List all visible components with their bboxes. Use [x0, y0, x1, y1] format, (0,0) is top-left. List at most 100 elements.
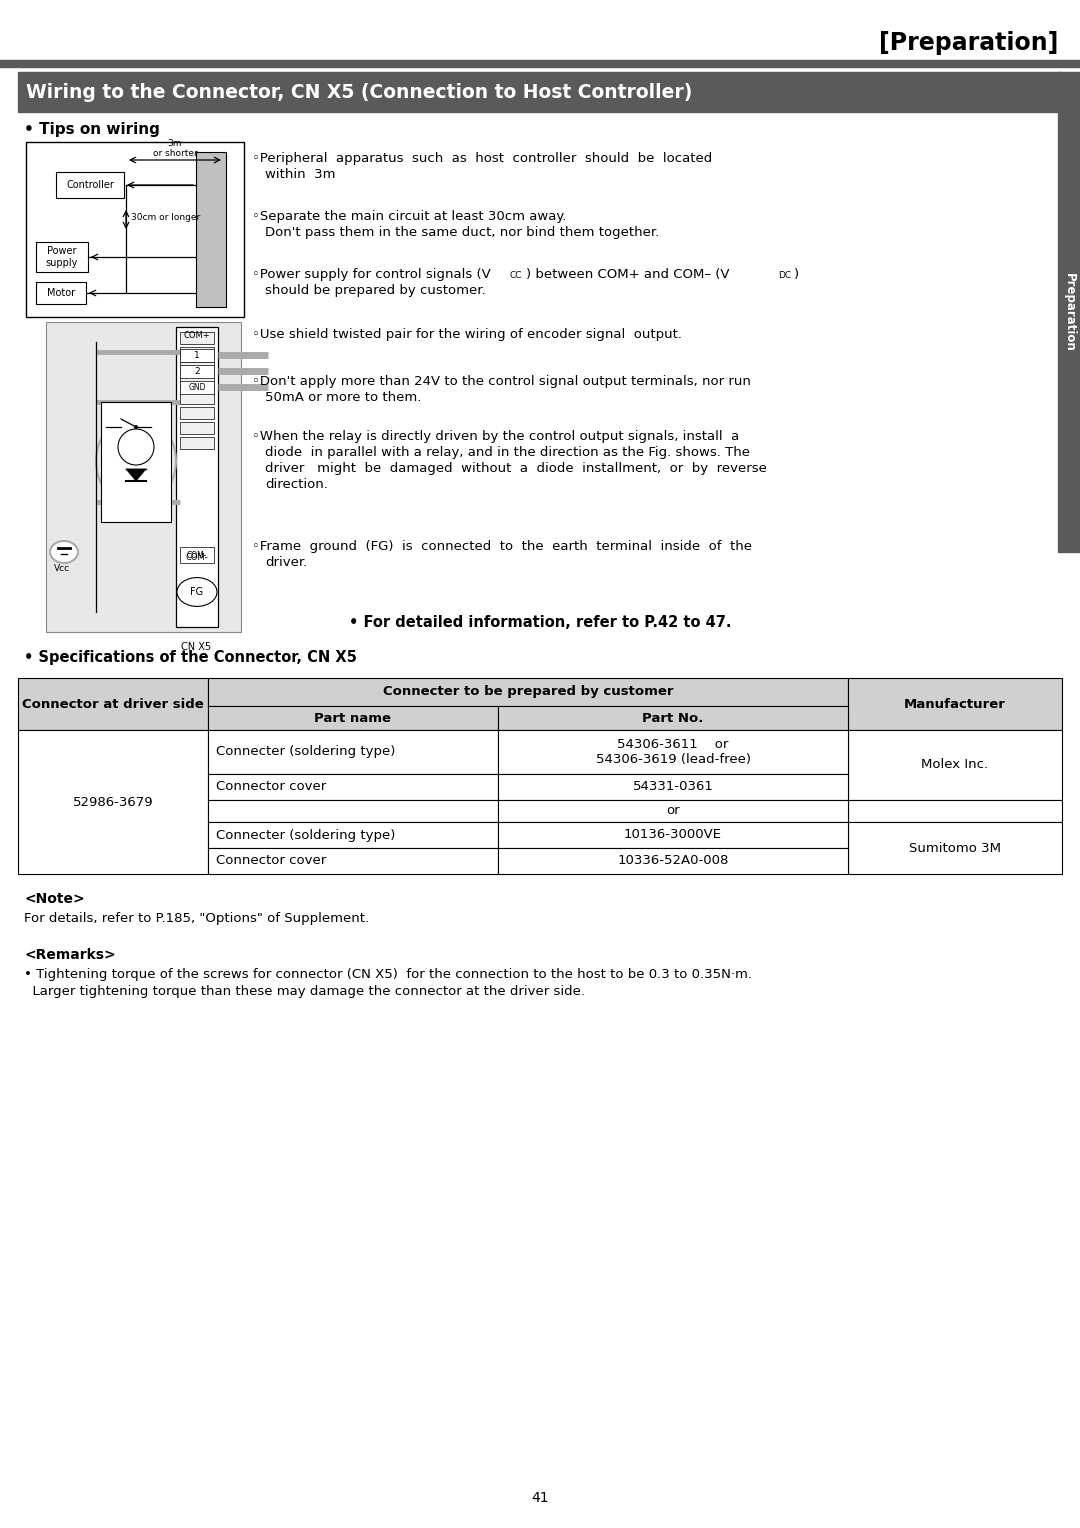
- Bar: [498, 848, 848, 874]
- Text: Motor: Motor: [46, 287, 76, 298]
- Bar: [498, 822, 848, 848]
- Text: driver   might  be  damaged  without  a  diode  installment,  or  by  reverse: driver might be damaged without a diode …: [265, 461, 767, 475]
- Text: • Tightening torque of the screws for connector (CN X5)  for the connection to t: • Tightening torque of the screws for co…: [24, 969, 752, 981]
- Text: CC: CC: [509, 270, 522, 280]
- Text: Connecter (soldering type): Connecter (soldering type): [216, 746, 395, 758]
- Bar: [180, 393, 214, 403]
- Text: 54331-0361: 54331-0361: [633, 781, 714, 793]
- Bar: [195, 151, 226, 307]
- Text: Don't pass them in the same duct, nor bind them together.: Don't pass them in the same duct, nor bi…: [265, 226, 659, 238]
- Bar: [848, 801, 1062, 822]
- Bar: [180, 362, 214, 374]
- Bar: [208, 775, 498, 801]
- Circle shape: [118, 429, 154, 465]
- Text: Larger tightening torque than these may damage the connector at the driver side.: Larger tightening torque than these may …: [24, 986, 585, 998]
- Text: • Tips on wiring: • Tips on wiring: [24, 122, 160, 138]
- Text: diode  in parallel with a relay, and in the direction as the Fig. shows. The: diode in parallel with a relay, and in t…: [265, 446, 750, 458]
- Bar: [36, 241, 87, 272]
- Bar: [848, 822, 1062, 874]
- Bar: [18, 730, 208, 874]
- Text: DC: DC: [778, 270, 792, 280]
- Text: Preparation: Preparation: [1063, 272, 1076, 351]
- Bar: [208, 801, 498, 822]
- Ellipse shape: [50, 541, 78, 562]
- Text: COM-: COM-: [187, 550, 207, 559]
- Text: ◦Separate the main circuit at least 30cm away.: ◦Separate the main circuit at least 30cm…: [252, 209, 567, 223]
- Text: Manufacturer: Manufacturer: [904, 697, 1005, 711]
- Bar: [848, 730, 1062, 801]
- Text: <Remarks>: <Remarks>: [24, 947, 116, 963]
- Bar: [498, 706, 848, 730]
- Bar: [180, 406, 214, 419]
- Text: • For detailed information, refer to P.42 to 47.: • For detailed information, refer to P.4…: [349, 614, 731, 630]
- Bar: [180, 380, 214, 394]
- Bar: [180, 437, 214, 449]
- Bar: [208, 730, 498, 775]
- Text: direction.: direction.: [265, 478, 328, 490]
- Polygon shape: [126, 469, 146, 481]
- Text: ◦Don't apply more than 24V to the control signal output terminals, nor run: ◦Don't apply more than 24V to the contro…: [252, 374, 751, 388]
- Text: <Note>: <Note>: [24, 892, 84, 906]
- Text: ◦Use shield twisted pair for the wiring of encoder signal  output.: ◦Use shield twisted pair for the wiring …: [252, 329, 681, 341]
- Text: should be prepared by customer.: should be prepared by customer.: [265, 284, 486, 296]
- Text: Sumitomo 3M: Sumitomo 3M: [909, 842, 1001, 854]
- Text: 41: 41: [531, 1491, 549, 1505]
- Bar: [498, 730, 848, 775]
- Text: Connector at driver side: Connector at driver side: [22, 697, 204, 711]
- Bar: [36, 283, 86, 304]
- Text: 3m
or shorter: 3m or shorter: [152, 139, 198, 157]
- Text: Controller: Controller: [66, 180, 113, 189]
- Text: ◦Power supply for control signals (V: ◦Power supply for control signals (V: [252, 267, 490, 281]
- Text: 54306-3611    or
54306-3619 (lead-free): 54306-3611 or 54306-3619 (lead-free): [595, 738, 751, 766]
- Circle shape: [134, 425, 138, 429]
- Text: Connector cover: Connector cover: [216, 781, 326, 793]
- Bar: [180, 332, 214, 344]
- Text: Connecter (soldering type): Connecter (soldering type): [216, 828, 395, 842]
- Text: ) between COM+ and COM– (V: ) between COM+ and COM– (V: [526, 267, 729, 281]
- Text: 10136-3000VE: 10136-3000VE: [624, 828, 723, 842]
- Text: Vcc: Vcc: [54, 564, 70, 573]
- Text: CN X5: CN X5: [181, 642, 211, 652]
- Text: 50mA or more to them.: 50mA or more to them.: [265, 391, 421, 403]
- Text: ◦Frame  ground  (FG)  is  connected  to  the  earth  terminal  inside  of  the: ◦Frame ground (FG) is connected to the e…: [252, 539, 752, 553]
- Bar: [176, 327, 218, 626]
- Bar: [208, 848, 498, 874]
- Text: or: or: [666, 805, 679, 817]
- Text: Part name: Part name: [314, 712, 391, 724]
- Text: COM-: COM-: [186, 553, 208, 561]
- Text: ): ): [794, 267, 799, 281]
- Text: For details, refer to P.185, "Options" of Supplement.: For details, refer to P.185, "Options" o…: [24, 912, 369, 924]
- Bar: [208, 822, 498, 848]
- Bar: [208, 678, 848, 706]
- Bar: [498, 775, 848, 801]
- Text: 2: 2: [194, 367, 200, 376]
- Bar: [848, 678, 1062, 730]
- Bar: [208, 706, 498, 730]
- Text: Connecter to be prepared by customer: Connecter to be prepared by customer: [382, 686, 673, 698]
- Text: Part No.: Part No.: [643, 712, 704, 724]
- Text: Molex Inc.: Molex Inc.: [921, 758, 988, 772]
- Text: 1: 1: [194, 350, 200, 359]
- Bar: [180, 348, 214, 362]
- Bar: [26, 142, 244, 316]
- Text: Power
supply: Power supply: [45, 246, 78, 267]
- Ellipse shape: [177, 578, 217, 607]
- Text: Wiring to the Connector, CN X5 (Connection to Host Controller): Wiring to the Connector, CN X5 (Connecti…: [26, 83, 692, 101]
- Text: within  3m: within 3m: [265, 168, 336, 180]
- Bar: [180, 547, 214, 562]
- Bar: [180, 365, 214, 377]
- Text: COM+: COM+: [184, 330, 211, 339]
- Bar: [498, 801, 848, 822]
- Bar: [18, 678, 208, 730]
- Text: [Preparation]: [Preparation]: [879, 31, 1058, 55]
- Text: ◦Peripheral  apparatus  such  as  host  controller  should  be  located: ◦Peripheral apparatus such as host contr…: [252, 151, 712, 165]
- Bar: [18, 72, 1062, 112]
- Text: ◦When the relay is directly driven by the control output signals, install  a: ◦When the relay is directly driven by th…: [252, 429, 739, 443]
- Bar: [180, 377, 214, 390]
- Bar: [102, 402, 171, 523]
- Text: • Specifications of the Connector, CN X5: • Specifications of the Connector, CN X5: [24, 649, 356, 665]
- Text: 30cm or longer: 30cm or longer: [131, 212, 200, 222]
- Bar: [1058, 72, 1080, 552]
- Text: Connector cover: Connector cover: [216, 854, 326, 868]
- Text: 10336-52A0-008: 10336-52A0-008: [618, 854, 729, 868]
